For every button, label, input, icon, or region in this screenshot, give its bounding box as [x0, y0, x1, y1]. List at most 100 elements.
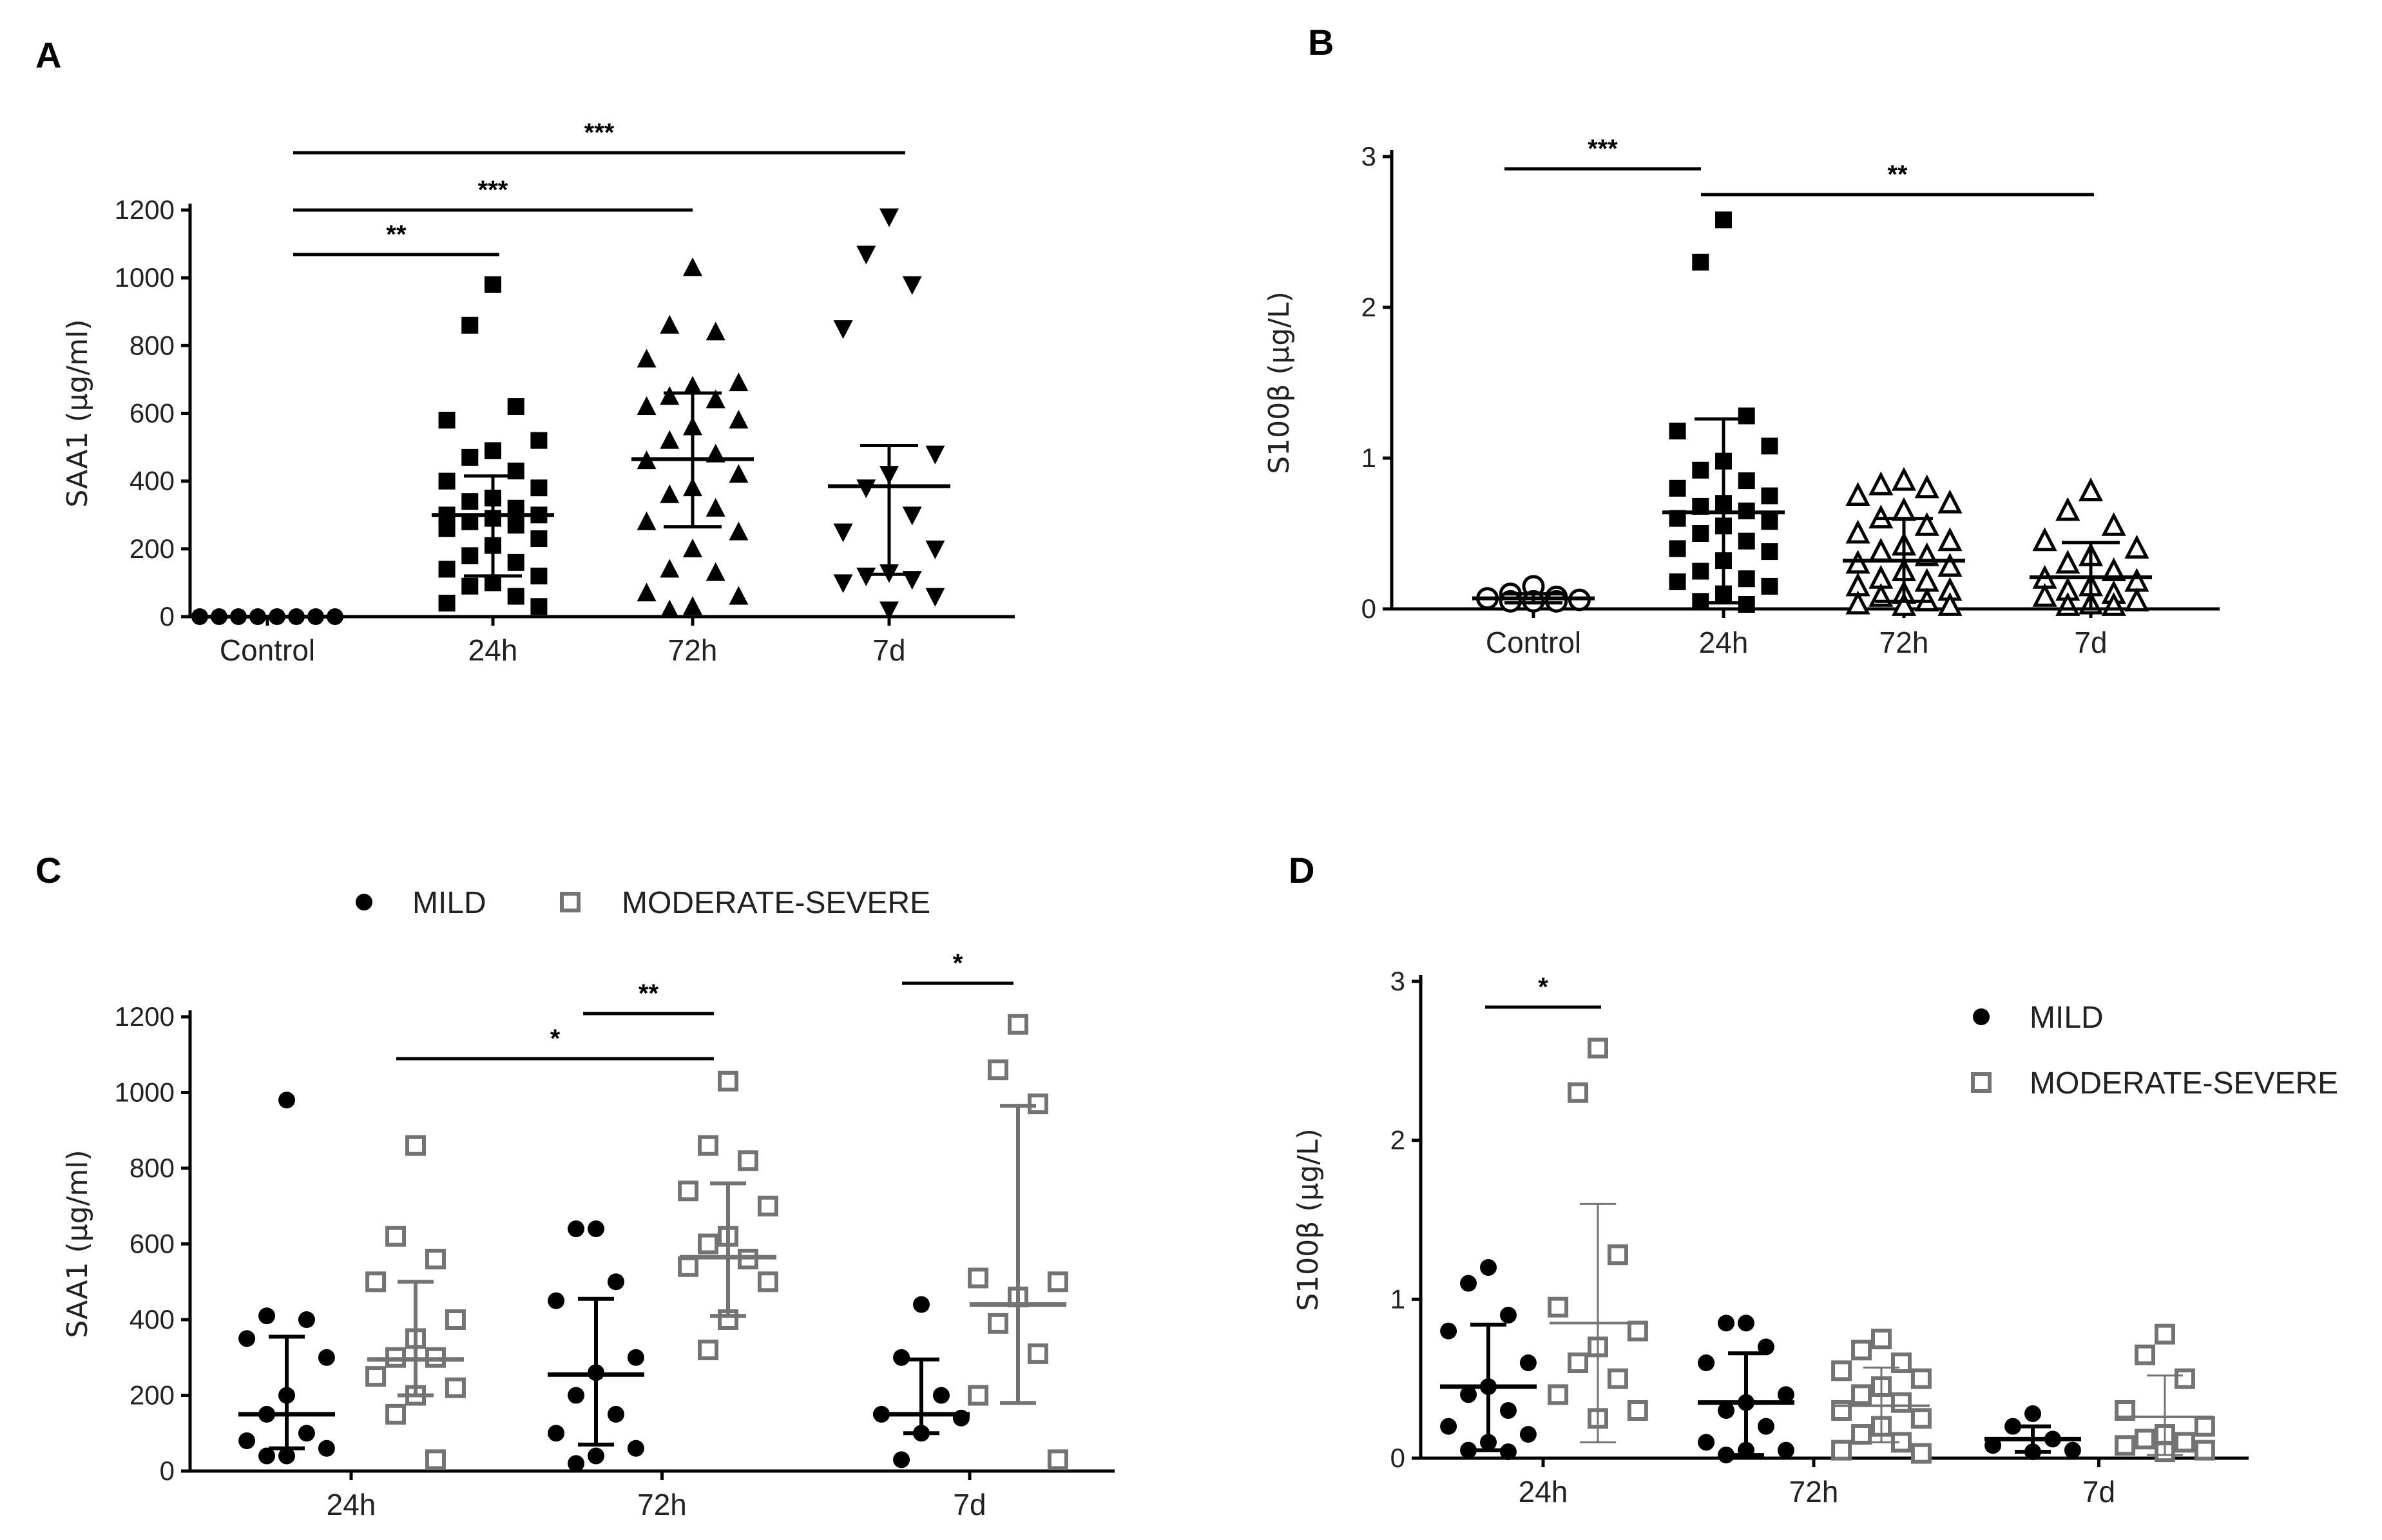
data-point: [1669, 573, 1686, 590]
data-point: [637, 396, 657, 415]
x-tick-label: 7d: [953, 1488, 986, 1521]
data-point: [2124, 534, 2149, 559]
data-point: [607, 1405, 624, 1423]
y-tick-label: 3: [1361, 141, 1376, 171]
data-point: [530, 479, 548, 497]
data-point: [2174, 1368, 2195, 1389]
data-point: [729, 464, 749, 483]
data-point: [660, 386, 680, 405]
y-tick-label: 200: [130, 534, 175, 564]
data-point: [548, 1425, 565, 1442]
legend-label-mild: MILD: [2030, 1001, 2104, 1035]
legend-label-mild: MILD: [412, 886, 486, 920]
data-point: [1480, 1259, 1497, 1276]
data-point: [1910, 1368, 1932, 1389]
data-point: [548, 1292, 565, 1309]
x-tick-label: Control: [220, 633, 315, 667]
x-tick-label: 7d: [2074, 626, 2107, 659]
data-point: [1499, 1402, 1517, 1419]
data-point: [2115, 1435, 2136, 1456]
data-point: [1891, 592, 1917, 616]
x-tick-label: 7d: [2082, 1475, 2115, 1508]
data-point: [1548, 1384, 1569, 1405]
data-point: [637, 582, 657, 602]
data-point: [461, 577, 479, 595]
data-point: [2135, 1429, 2156, 1450]
data-point: [1692, 525, 1709, 542]
y-tick-label: 600: [130, 1229, 175, 1259]
data-point: [1499, 1443, 1517, 1461]
significance-label: **: [639, 979, 659, 1008]
data-point: [507, 517, 524, 534]
data-point: [385, 1226, 407, 1247]
data-point: [660, 559, 680, 578]
data-point: [1777, 1441, 1794, 1459]
data-point: [1698, 1354, 1715, 1371]
data-point: [425, 1449, 446, 1470]
data-point: [683, 376, 702, 395]
data-point: [637, 349, 657, 368]
data-point: [698, 1233, 719, 1255]
x-tick-label: 72h: [1789, 1475, 1839, 1508]
data-point: [737, 1150, 758, 1171]
data-point: [988, 1313, 1009, 1334]
y-tick-label: 0: [1390, 1443, 1405, 1473]
data-point: [238, 1330, 256, 1347]
data-point: [461, 316, 479, 334]
data-point: [278, 1447, 295, 1465]
data-point: [856, 567, 876, 586]
data-point: [2064, 1441, 2081, 1459]
data-point: [1738, 472, 1755, 490]
data-point: [706, 562, 725, 581]
data-point: [461, 448, 479, 466]
data-point: [1718, 1447, 1735, 1464]
y-tick-label: 2: [1390, 1125, 1405, 1155]
data-point: [2032, 582, 2057, 607]
data-point: [2032, 527, 2057, 552]
data-point: [913, 1296, 930, 1313]
data-point: [2024, 1405, 2041, 1422]
data-point: [1027, 1343, 1048, 1364]
data-point: [1499, 1307, 1517, 1323]
data-point: [988, 1059, 1009, 1081]
data-point: [879, 601, 899, 621]
data-point: [1910, 1443, 1932, 1464]
data-point: [729, 410, 749, 429]
y-tick-label: 400: [130, 466, 175, 496]
panel-c: C 0 200 400 600 800 1000 1200 SAA1 (μg/ml) 24h 72h…: [35, 850, 1115, 1521]
data-point: [683, 538, 702, 557]
data-point: [485, 442, 501, 459]
data-point: [968, 1267, 989, 1289]
data-point: [833, 574, 853, 593]
data-point: [1669, 422, 1686, 439]
data-point: [729, 372, 749, 392]
data-point: [1868, 471, 1894, 496]
data-point: [385, 1403, 407, 1425]
significance-label: ***: [478, 176, 508, 204]
data-point: [1757, 1338, 1774, 1356]
data-point: [833, 523, 853, 543]
data-point: [1568, 1352, 1589, 1373]
data-point: [1868, 537, 1894, 562]
data-point: [1588, 1037, 1608, 1059]
data-point: [1761, 487, 1778, 505]
data-point: [1761, 577, 1778, 595]
legend-marker-moderate-severe: [560, 892, 581, 912]
data-point: [1914, 512, 1939, 536]
data-point: [856, 479, 876, 499]
data-point: [706, 389, 725, 409]
data-point: [298, 1425, 315, 1442]
data-point: [729, 586, 749, 605]
data-point: [925, 540, 945, 559]
data-point: [660, 599, 680, 619]
data-point: [1738, 407, 1755, 425]
data-point: [507, 398, 524, 415]
x-tick-label: 72h: [668, 633, 718, 667]
data-point: [405, 1135, 426, 1156]
data-point: [588, 1220, 604, 1237]
data-point: [1910, 1408, 1932, 1429]
data-point: [1568, 1082, 1589, 1103]
panel-letter: A: [35, 35, 61, 75]
x-tick-label: Control: [1486, 626, 1581, 659]
